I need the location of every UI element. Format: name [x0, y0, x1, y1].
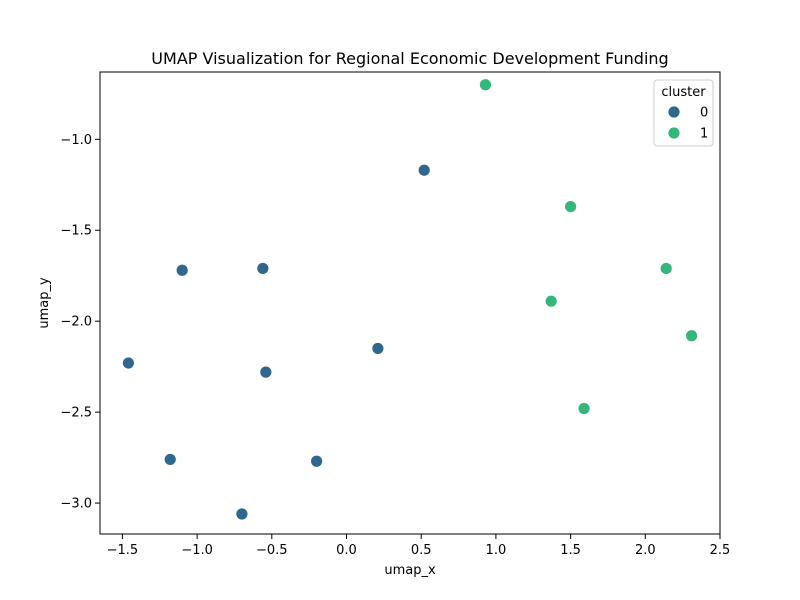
x-tick-label: 0.0	[336, 543, 357, 558]
data-point-cluster-1	[659, 262, 673, 275]
x-tick-label: 1.0	[486, 543, 507, 558]
data-point-cluster-0	[163, 453, 177, 466]
legend-marker-1	[667, 126, 681, 140]
x-tick-label: −1.0	[181, 543, 213, 558]
data-points	[121, 78, 699, 521]
data-point-cluster-1	[577, 402, 591, 415]
x-tick-label: 1.5	[560, 543, 581, 558]
y-tick-label: −2.5	[60, 406, 92, 421]
y-axis-label: umap_y	[37, 277, 52, 329]
data-point-cluster-0	[310, 454, 324, 468]
data-point-cluster-0	[256, 262, 270, 275]
y-tick-label: −2.0	[60, 315, 92, 330]
chart-title: UMAP Visualization for Regional Economic…	[151, 49, 668, 68]
data-point-cluster-0	[371, 342, 385, 355]
legend-label-0: 0	[700, 106, 708, 121]
data-point-cluster-0	[175, 263, 189, 277]
data-point-cluster-1	[479, 78, 492, 92]
data-point-cluster-1	[564, 200, 578, 213]
legend-label-1: 1	[700, 127, 708, 142]
x-axis-label: umap_x	[384, 563, 436, 578]
x-axis: −1.5 −1.0 −0.5 0.0 0.5 1.0 1.5 2.0 2.5	[107, 534, 731, 558]
x-tick-label: 2.5	[710, 543, 731, 558]
y-tick-label: −1.5	[60, 224, 92, 239]
plot-frame	[99, 71, 721, 535]
y-tick-label: −3.0	[60, 497, 92, 512]
data-point-cluster-1	[544, 294, 558, 308]
legend-marker-0	[667, 105, 681, 119]
legend-title: cluster	[661, 85, 706, 100]
y-axis: −3.0 −2.5 −2.0 −1.5 −1.0	[60, 133, 100, 512]
legend: cluster 0 1	[653, 79, 714, 147]
data-point-cluster-0	[121, 356, 135, 370]
data-point-cluster-0	[235, 507, 249, 521]
x-tick-label: 2.0	[635, 543, 656, 558]
data-point-cluster-0	[417, 163, 431, 177]
x-tick-label: −1.5	[107, 543, 139, 558]
data-point-cluster-1	[685, 329, 699, 343]
y-tick-label: −1.0	[60, 133, 92, 148]
x-tick-label: −0.5	[256, 543, 288, 558]
data-point-cluster-0	[259, 365, 273, 379]
x-tick-label: 0.5	[411, 543, 432, 558]
